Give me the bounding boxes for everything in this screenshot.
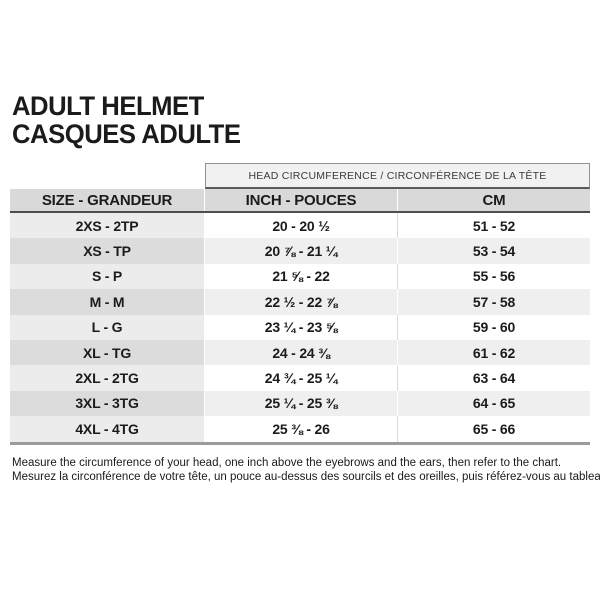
cm-cell: 63 - 64 [397,365,590,391]
table-row: M - M 22 ½ - 22 ⅞ 57 - 58 [10,289,590,315]
table-row: L - G 23 ¼ - 23 ⅝ 59 - 60 [10,314,590,340]
inch-cell: 23 ¼ - 23 ⅝ [205,314,397,340]
size-cell: XS - TP [10,238,205,264]
column-header-size: SIZE - GRANDEUR [10,189,205,211]
size-cell: M - M [10,289,205,315]
cm-cell: 61 - 62 [397,339,590,366]
size-cell: 3XL - 3TG [10,390,205,417]
table-row: 4XL - 4TG 25 ⅜ - 26 65 - 66 [10,416,590,442]
table-row: 2XL - 2TG 24 ¾ - 25 ¼ 63 - 64 [10,365,590,391]
cm-cell: 57 - 58 [397,289,590,315]
measurement-note: Measure the circumference of your head, … [12,456,600,484]
inch-cell: 24 - 24 ⅜ [205,339,397,366]
table-span-row: HEAD CIRCUMFERENCE / CIRCONFÉRENCE DE LA… [10,163,590,189]
size-cell: 2XS - 2TP [10,213,205,239]
size-cell: S - P [10,263,205,290]
column-header-cm: CM [397,189,590,211]
inch-cell: 24 ¾ - 25 ¼ [205,365,397,391]
size-cell: 4XL - 4TG [10,416,205,442]
inch-cell: 21 ⅝ - 22 [205,263,397,290]
cm-cell: 59 - 60 [397,314,590,340]
column-header-inch: INCH - POUCES [245,191,357,209]
inch-cell: 22 ½ - 22 ⅞ [205,289,397,315]
table-span-header: HEAD CIRCUMFERENCE / CIRCONFÉRENCE DE LA… [205,163,590,189]
size-cell: XL - TG [10,339,205,366]
cm-cell: 51 - 52 [397,213,590,239]
table-row: XS - TP 20 ⅞ - 21 ¼ 53 - 54 [10,238,590,264]
page-title-fr: CASQUES ADULTE [12,119,241,149]
inch-cell: 25 ¼ - 25 ⅜ [205,390,397,417]
table-row: XL - TG 24 - 24 ⅜ 61 - 62 [10,339,590,366]
table-header-row: SIZE - GRANDEUR INCH - POUCES CM [10,189,590,213]
table-row: S - P 21 ⅝ - 22 55 - 56 [10,263,590,290]
inch-cell: 20 ⅞ - 21 ¼ [205,238,397,264]
inch-cell: 25 ⅜ - 26 [205,416,397,442]
page-title: ADULT HELMET CASQUES ADULTE [12,91,241,149]
inch-cell: 20 - 20 ½ [205,213,397,239]
size-cell: L - G [10,314,205,340]
cm-cell: 64 - 65 [397,390,590,417]
cm-cell: 55 - 56 [397,263,590,290]
page-title-en: ADULT HELMET [12,91,204,121]
measurement-note-fr: Mesurez la circonférence de votre tête, … [12,471,600,483]
table-row: 2XS - 2TP 20 - 20 ½ 51 - 52 [10,213,590,239]
cm-cell: 65 - 66 [397,416,590,442]
size-chart-table: HEAD CIRCUMFERENCE / CIRCONFÉRENCE DE LA… [10,163,590,445]
cm-cell: 53 - 54 [397,238,590,264]
size-cell: 2XL - 2TG [10,365,205,391]
measurement-note-en: Measure the circumference of your head, … [12,457,562,469]
span-row-spacer [10,163,205,189]
table-body: 2XS - 2TP 20 - 20 ½ 51 - 52 XS - TP 20 ⅞ - 2… [10,213,590,445]
table-row: 3XL - 3TG 25 ¼ - 25 ⅜ 64 - 65 [10,390,590,417]
